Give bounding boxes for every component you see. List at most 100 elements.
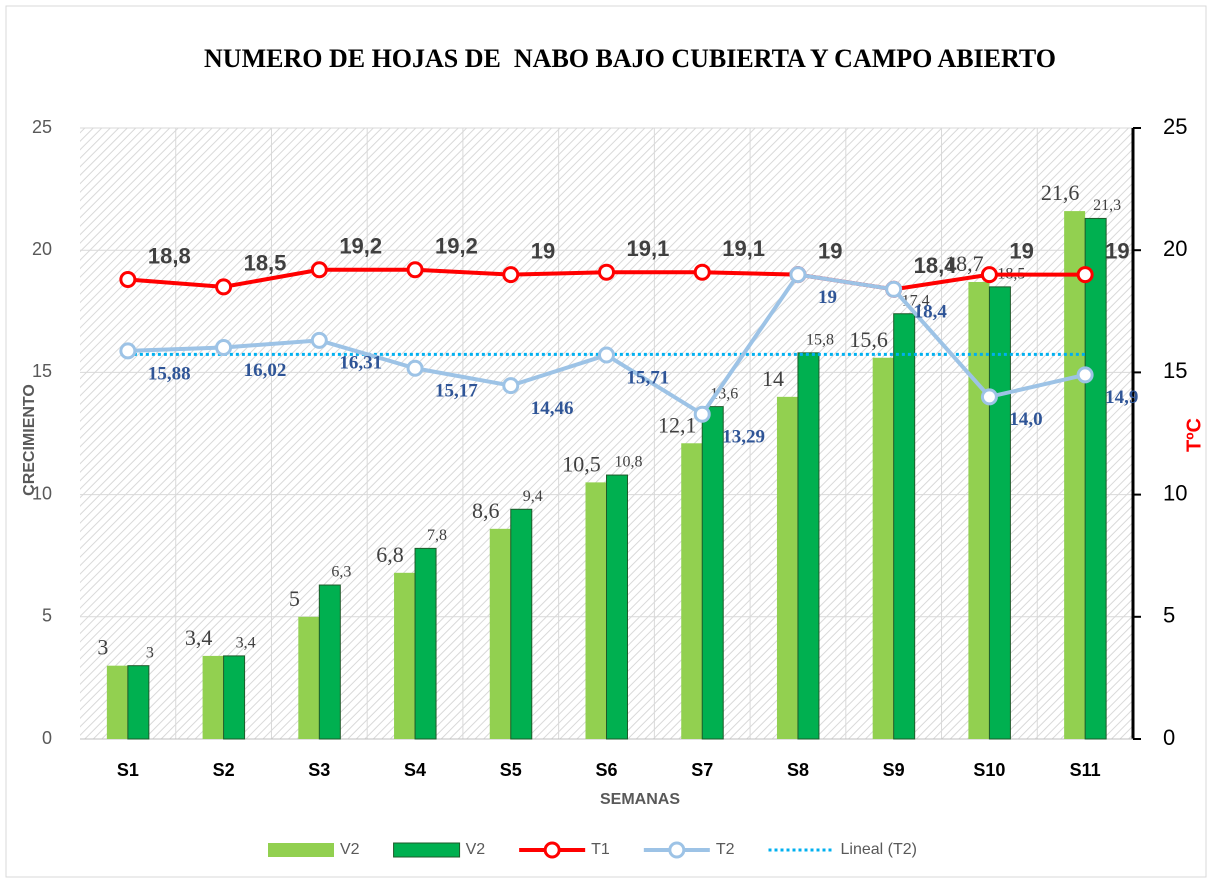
line-value-label: 19,2 [339,234,382,259]
y2-tick-label: 10 [1163,480,1187,505]
line-value-label: 15,17 [435,381,478,402]
bar-value-label: 9,4 [523,488,543,505]
bar [585,482,607,739]
bar [872,357,894,739]
line-marker [310,261,328,279]
bar-value-label: 21,3 [1093,197,1121,214]
line-marker [598,346,615,364]
legend-label: T2 [716,841,735,858]
line-value-label: 19,1 [722,236,765,261]
line-value-label: 13,29 [722,427,765,448]
bar-value-label: 15,6 [849,327,888,352]
line-value-label: 19 [818,238,842,263]
bar [776,396,798,739]
line-marker [1076,366,1094,384]
bar-value-label: 14 [762,366,784,391]
y2-tick-label: 25 [1163,114,1187,139]
x-axis-title: SEMANAS [600,791,680,808]
line-value-label: 14,9 [1105,387,1138,408]
bar [510,508,533,740]
line-marker [598,263,615,281]
line-value-label: 19,1 [627,236,670,261]
bar [701,406,724,740]
y-tick-label: 5 [42,606,52,626]
legend-marker [543,841,561,859]
bar-value-label: 15,8 [806,332,834,349]
x-tick-label: S4 [404,760,426,780]
y2-axis-title: TºC [1183,418,1205,452]
line-value-label: 19,2 [435,234,478,259]
line-value-label: 15,71 [627,367,670,388]
line-value-label: 16,31 [339,353,382,374]
bar [202,655,224,739]
x-tick-label: S10 [973,760,1005,780]
legend-swatch [268,843,334,857]
legend-swatch [393,842,461,858]
bar-value-label: 3,4 [185,625,213,650]
x-tick-label: S7 [691,760,713,780]
bar [606,474,628,740]
y-tick-label: 15 [32,361,52,381]
bar-value-label: 10,8 [615,454,643,471]
line-marker [406,261,424,279]
line-value-label: 14,46 [531,398,574,419]
y-tick-label: 20 [32,239,52,259]
x-tick-label: S3 [308,760,330,780]
bar-value-label: 3,4 [236,635,256,652]
line-value-label: 19 [1009,238,1033,263]
line-marker [502,377,520,395]
bar [797,352,820,740]
line-value-label: 18,4 [914,253,958,278]
x-tick-label: S8 [787,760,809,780]
y-tick-label: 0 [42,728,52,748]
legend-label: Lineal (T2) [841,841,917,858]
y2-tick-label: 5 [1163,603,1175,628]
bar-value-label: 8,6 [472,498,500,523]
line-marker [980,388,998,406]
line-marker [406,359,424,377]
line-value-label: 19 [531,238,555,263]
bar [893,313,916,740]
legend-label: V2 [466,841,486,858]
line-marker [215,278,233,296]
bar [1064,211,1086,739]
line-value-label: 18,5 [244,251,287,276]
x-tick-label: S9 [883,760,905,780]
bar [394,572,416,739]
bar-value-label: 6,3 [331,564,351,581]
bar [489,528,511,739]
bar [681,443,703,739]
bar-value-label: 7,8 [427,527,447,544]
line-marker [789,266,807,284]
y2-tick-label: 15 [1163,358,1187,383]
legend-label: T1 [591,841,610,858]
line-value-label: 14,0 [1009,409,1042,430]
bar [968,281,990,739]
line-marker [980,266,998,284]
bar [318,584,341,740]
y-axis-title: CRECIMIENTO [21,384,38,496]
line-value-label: 19 [1105,238,1129,263]
bar [127,665,150,740]
bar-value-label: 10,5 [562,451,601,476]
y-tick-label: 10 [32,483,52,503]
y-tick-label: 25 [32,117,52,137]
y2-tick-label: 0 [1163,725,1175,750]
line-marker [693,263,711,281]
line-marker [885,280,903,298]
chart-title: NUMERO DE HOJAS DE NABO BAJO CUBIERTA Y … [204,44,1056,73]
bar [223,655,246,740]
x-tick-label: S2 [213,760,235,780]
bar-value-label: 12,1 [658,412,697,437]
bar-value-label: 3 [97,635,108,660]
line-value-label: 15,88 [148,363,191,384]
y2-tick-label: 20 [1163,236,1187,261]
bar [1084,217,1107,740]
line-value-label: 18,8 [148,243,191,268]
line-value-label: 19 [818,287,837,308]
bar-value-label: 3 [146,644,154,661]
line-marker [215,338,233,356]
line-marker [502,266,520,284]
bar-value-label: 5 [289,586,300,611]
